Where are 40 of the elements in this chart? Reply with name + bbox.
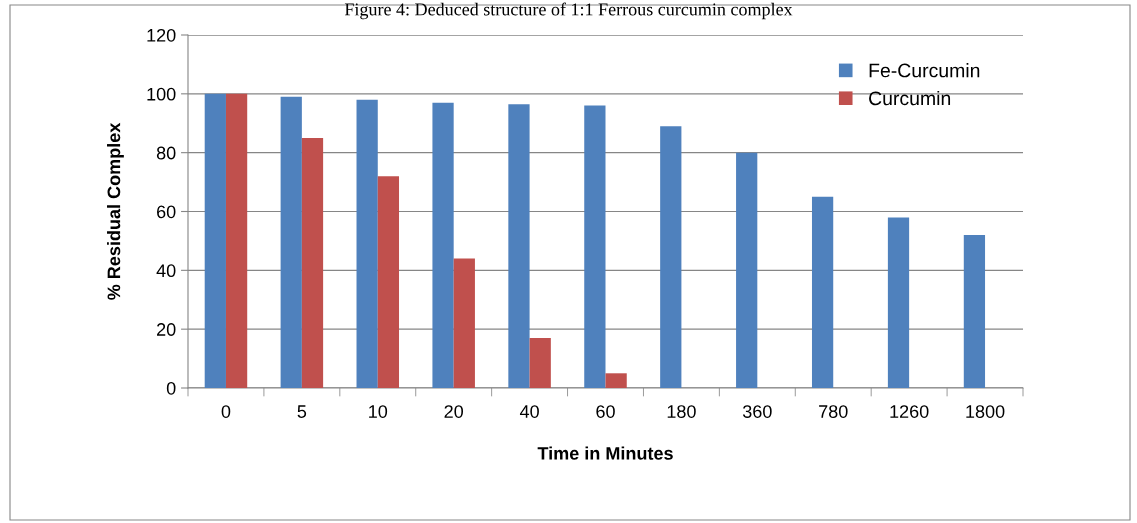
x-tick-label: 780	[819, 405, 848, 418]
x-tick-label: 20	[444, 405, 464, 418]
y-tick-label: 100	[147, 87, 176, 101]
y-tick-label: 20	[157, 323, 176, 336]
bar	[508, 104, 530, 388]
bar	[204, 93, 226, 388]
bar	[811, 196, 834, 388]
bar	[529, 337, 551, 388]
x-tick-label: 5	[297, 405, 307, 418]
x-tick-label: 10	[369, 405, 388, 418]
caption: Figure 4: Deduced structure of 1:1 Ferrous curcumin complex	[344, 2, 793, 20]
bar	[453, 258, 475, 388]
bar	[432, 102, 454, 388]
x-tick-label: 360	[742, 405, 772, 418]
bar	[660, 126, 682, 388]
y-tick-label: 120	[147, 28, 176, 42]
bar	[584, 105, 606, 388]
y-axis-title: % Residual Complex	[107, 122, 124, 300]
bar	[301, 137, 324, 388]
y-tick-label: 80	[156, 146, 176, 160]
x-tick-label: 1800	[966, 405, 1005, 418]
bar	[225, 93, 248, 388]
x-tick-label: 60	[596, 405, 615, 418]
legend-label: Curcumin	[869, 90, 951, 106]
bar	[356, 99, 378, 388]
legend-label: Fe-Curcumin	[869, 63, 980, 78]
x-axis-title: Time in Minutes	[537, 446, 673, 460]
x-tick-label: 40	[519, 405, 539, 418]
bar	[280, 96, 302, 388]
x-tick-label: 0	[221, 405, 231, 418]
x-tick-label: 180	[667, 405, 696, 418]
x-tick-label: 1260	[890, 405, 929, 418]
bar	[963, 235, 986, 388]
y-tick-label: 40	[156, 264, 176, 278]
bar	[605, 373, 627, 388]
bar	[377, 176, 400, 388]
y-tick-label: 0	[166, 381, 176, 395]
bar	[887, 217, 910, 388]
bar	[736, 152, 758, 388]
y-tick-label: 60	[157, 205, 176, 219]
